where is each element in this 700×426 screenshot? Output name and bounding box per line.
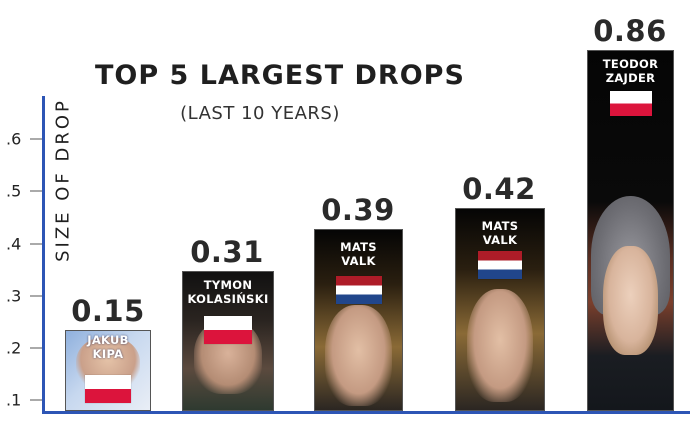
chart-subtitle: (LAST 10 YEARS) [180, 103, 340, 124]
poland-flag-icon [204, 316, 252, 344]
bar-value-label: 0.86 [593, 14, 667, 48]
y-tick [30, 347, 42, 349]
bar-teodor-zajder: TEODOR ZAJDER [587, 50, 674, 411]
bar-mats-valk-2: MATS VALK [455, 208, 545, 411]
y-tick [30, 399, 42, 401]
y-tick-label: .4 [6, 234, 22, 254]
player-name: JAKUB KIPA [87, 333, 129, 361]
bar-tymon-kolasinski: TYMON KOLASIŃSKI [182, 271, 274, 411]
player-name: MATS VALK [481, 219, 519, 247]
bar-value-label: 0.39 [321, 193, 395, 227]
poland-flag-icon [609, 91, 652, 116]
player-photo [325, 305, 392, 406]
y-tick-label: .5 [6, 181, 22, 201]
player-name: MATS VALK [340, 240, 377, 268]
y-tick [30, 190, 42, 192]
poland-flag-icon [85, 375, 131, 403]
bar-value-label: 0.42 [462, 172, 536, 206]
y-axis-line [42, 96, 45, 414]
y-tick [30, 295, 42, 297]
x-axis-line [42, 411, 690, 414]
y-tick-label: .1 [6, 390, 22, 410]
y-tick-label: .2 [6, 338, 22, 358]
bar-value-label: 0.15 [71, 294, 145, 328]
chart-title: TOP 5 LARGEST DROPS [95, 60, 465, 91]
bar-jakub-kipa: JAKUB KIPA [65, 330, 151, 411]
netherlands-flag-icon [335, 276, 382, 304]
player-name: TEODOR ZAJDER [602, 57, 659, 85]
netherlands-flag-icon [478, 251, 522, 279]
y-tick [30, 138, 42, 140]
y-tick [30, 243, 42, 245]
bar-value-label: 0.31 [190, 235, 264, 269]
player-photo [466, 289, 534, 402]
y-axis-label: SIZE OF DROP [52, 98, 74, 262]
player-photo [603, 246, 658, 355]
bar-mats-valk-1: MATS VALK [314, 229, 403, 411]
y-tick-label: .6 [6, 129, 22, 149]
y-tick-label: .3 [6, 286, 22, 306]
player-name: TYMON KOLASIŃSKI [187, 278, 269, 306]
